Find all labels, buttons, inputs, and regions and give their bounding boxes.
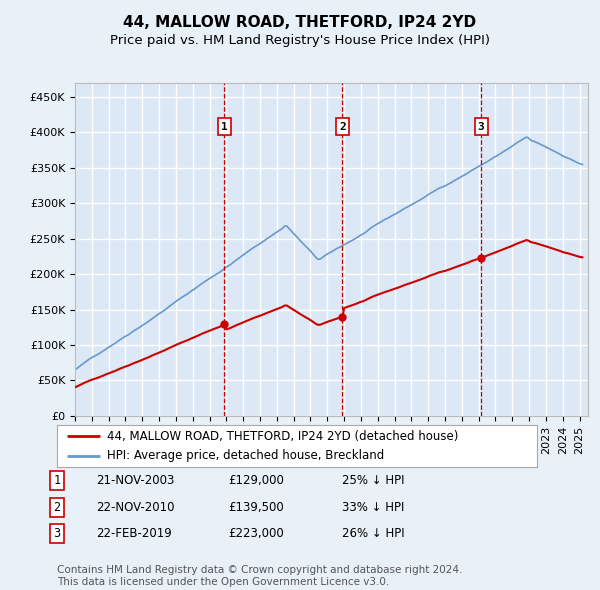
Text: 3: 3	[53, 527, 61, 540]
Text: 21-NOV-2003: 21-NOV-2003	[96, 474, 175, 487]
Text: 22-FEB-2019: 22-FEB-2019	[96, 527, 172, 540]
Text: £139,500: £139,500	[228, 501, 284, 514]
Text: 22-NOV-2010: 22-NOV-2010	[96, 501, 175, 514]
Text: 1: 1	[221, 122, 228, 132]
Text: Contains HM Land Registry data © Crown copyright and database right 2024.
This d: Contains HM Land Registry data © Crown c…	[57, 565, 463, 587]
Text: 3: 3	[478, 122, 484, 132]
Text: 44, MALLOW ROAD, THETFORD, IP24 2YD: 44, MALLOW ROAD, THETFORD, IP24 2YD	[124, 15, 476, 30]
Text: Price paid vs. HM Land Registry's House Price Index (HPI): Price paid vs. HM Land Registry's House …	[110, 34, 490, 47]
Text: 25% ↓ HPI: 25% ↓ HPI	[342, 474, 404, 487]
Text: 2: 2	[339, 122, 346, 132]
Text: 33% ↓ HPI: 33% ↓ HPI	[342, 501, 404, 514]
Text: 26% ↓ HPI: 26% ↓ HPI	[342, 527, 404, 540]
Text: HPI: Average price, detached house, Breckland: HPI: Average price, detached house, Brec…	[107, 450, 385, 463]
Text: £223,000: £223,000	[228, 527, 284, 540]
Text: 2: 2	[53, 501, 61, 514]
Text: £129,000: £129,000	[228, 474, 284, 487]
Text: 44, MALLOW ROAD, THETFORD, IP24 2YD (detached house): 44, MALLOW ROAD, THETFORD, IP24 2YD (det…	[107, 430, 459, 442]
Text: 1: 1	[53, 474, 61, 487]
